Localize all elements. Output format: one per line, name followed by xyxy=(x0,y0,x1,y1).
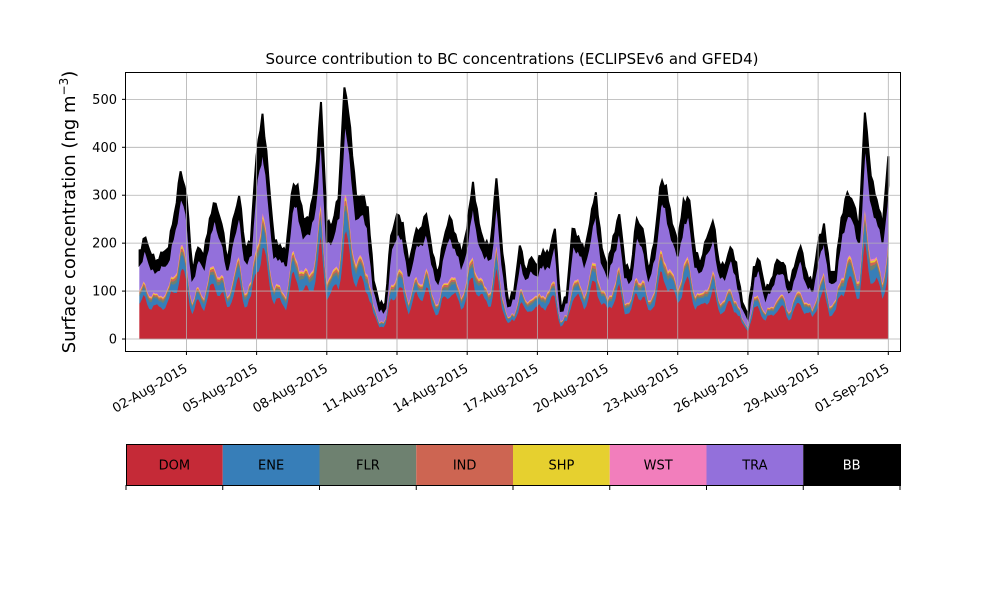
y-tick-label: 300 xyxy=(92,189,117,204)
y-tick-label: 500 xyxy=(92,93,117,108)
legend-swatch-tra xyxy=(706,444,804,485)
y-tick-label: 400 xyxy=(92,141,117,156)
y-axis-label-main: Surface concentration (ng m xyxy=(59,95,80,353)
y-axis-label-exponent: −3 xyxy=(57,78,71,96)
legend-label-wst: WST xyxy=(644,459,673,474)
legend-swatch-shp xyxy=(513,444,610,485)
y-tick-label: 100 xyxy=(92,285,117,300)
legend-label-flr: FLR xyxy=(356,459,380,474)
y-tick-label: 200 xyxy=(92,237,117,252)
grid-lines xyxy=(126,73,900,351)
chart-title: Source contribution to BC concentrations… xyxy=(265,50,758,68)
legend-swatch-ind xyxy=(416,444,513,485)
legend-label-bb: BB xyxy=(843,459,861,474)
legend-swatch-bb xyxy=(803,444,900,485)
legend-swatch-ene xyxy=(222,444,320,485)
y-tick-label: 0 xyxy=(109,333,117,348)
legend-swatch-dom xyxy=(126,444,223,485)
plot-frame xyxy=(125,72,901,352)
legend-label-ene: ENE xyxy=(258,459,284,474)
y-axis-label: Surface concentration (ng m−3) xyxy=(57,71,80,354)
legend-label-dom: DOM xyxy=(159,459,190,474)
legend-swatch-flr xyxy=(319,444,417,485)
y-axis-ticks: 0 100 200 300 400 500 xyxy=(92,93,126,348)
y-axis-label-close: ) xyxy=(59,71,80,78)
legend-label-shp: SHP xyxy=(548,459,574,474)
legend-swatch-wst xyxy=(609,444,707,485)
legend-label-ind: IND xyxy=(453,459,477,474)
legend-colorbar: DOM ENE FLR IND SHP WST TRA BB xyxy=(125,444,901,490)
legend-label-tra: TRA xyxy=(741,459,767,474)
